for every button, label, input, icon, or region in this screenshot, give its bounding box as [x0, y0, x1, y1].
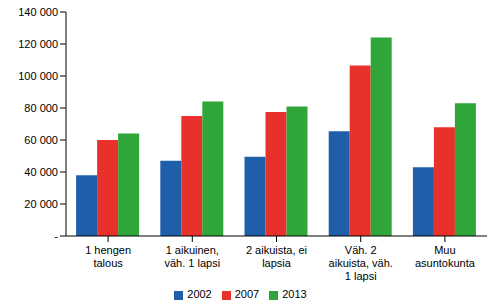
html-text:2013: 2013 — [282, 288, 307, 300]
svg-text:1 aikuinen,väh. 1 lapsi: 1 aikuinen,väh. 1 lapsi — [164, 244, 220, 269]
svg-text:-: - — [54, 230, 58, 242]
svg-text:60 000: 60 000 — [24, 134, 58, 146]
svg-text:Muuasuntokunta: Muuasuntokunta — [415, 244, 476, 269]
html-text:2002: 2002 — [187, 288, 212, 300]
svg-text:40 000: 40 000 — [24, 166, 58, 178]
svg-text:120 000: 120 000 — [18, 38, 58, 50]
svg-text:140 000: 140 000 — [18, 6, 58, 18]
svg-text:2 aikuista, eilapsia: 2 aikuista, eilapsia — [246, 244, 307, 269]
svg-text:1 hengentalous: 1 hengentalous — [85, 244, 131, 269]
svg-text:Väh. 2aikuista, väh.1 lapsi: Väh. 2aikuista, väh.1 lapsi — [329, 244, 393, 282]
svg-text:20 000: 20 000 — [24, 198, 58, 210]
svg-text:100 000: 100 000 — [18, 70, 58, 82]
svg-text:80 000: 80 000 — [24, 102, 58, 114]
html-text:2007: 2007 — [234, 288, 260, 300]
